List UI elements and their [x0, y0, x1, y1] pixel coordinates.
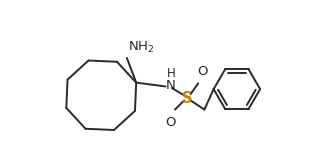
- Text: N: N: [166, 79, 176, 92]
- Text: O: O: [197, 65, 207, 78]
- Text: O: O: [165, 116, 176, 129]
- Text: S: S: [182, 91, 192, 106]
- Text: NH$_2$: NH$_2$: [128, 40, 155, 55]
- Text: H: H: [166, 67, 175, 80]
